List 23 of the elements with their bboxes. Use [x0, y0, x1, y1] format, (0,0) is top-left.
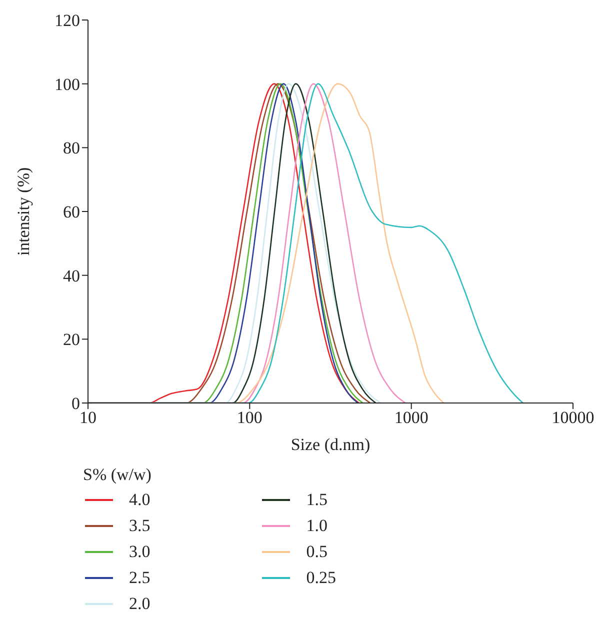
legend-label: 3.0	[129, 542, 150, 562]
legend-label: 1.5	[306, 490, 328, 510]
y-axis-title: intensity (%)	[14, 167, 34, 256]
y-tick-label: 40	[63, 266, 80, 286]
x-tick-label: 1000	[394, 408, 428, 428]
legend-label: 2.0	[129, 594, 150, 614]
y-tick-label: 80	[63, 138, 80, 158]
legend-label: 0.25	[306, 568, 336, 588]
y-tick-label: 0	[72, 394, 80, 414]
legend-label: 2.5	[129, 568, 150, 588]
legend-label: 1.0	[306, 516, 328, 536]
legend-label: 3.5	[129, 516, 150, 536]
legend-label: 4.0	[129, 490, 150, 510]
y-tick-label: 60	[63, 202, 80, 222]
x-tick-label: 10000	[552, 408, 594, 428]
legend-title: S% (w/w)	[83, 465, 152, 485]
x-axis-title: Size (d.nm)	[290, 435, 370, 454]
x-tick-label: 100	[236, 408, 262, 428]
y-tick-label: 20	[63, 330, 80, 350]
x-tick-label: 10	[80, 408, 96, 428]
y-tick-label: 100	[54, 74, 80, 94]
y-tick-label: 120	[54, 11, 80, 30]
legend-label: 0.5	[306, 542, 328, 562]
